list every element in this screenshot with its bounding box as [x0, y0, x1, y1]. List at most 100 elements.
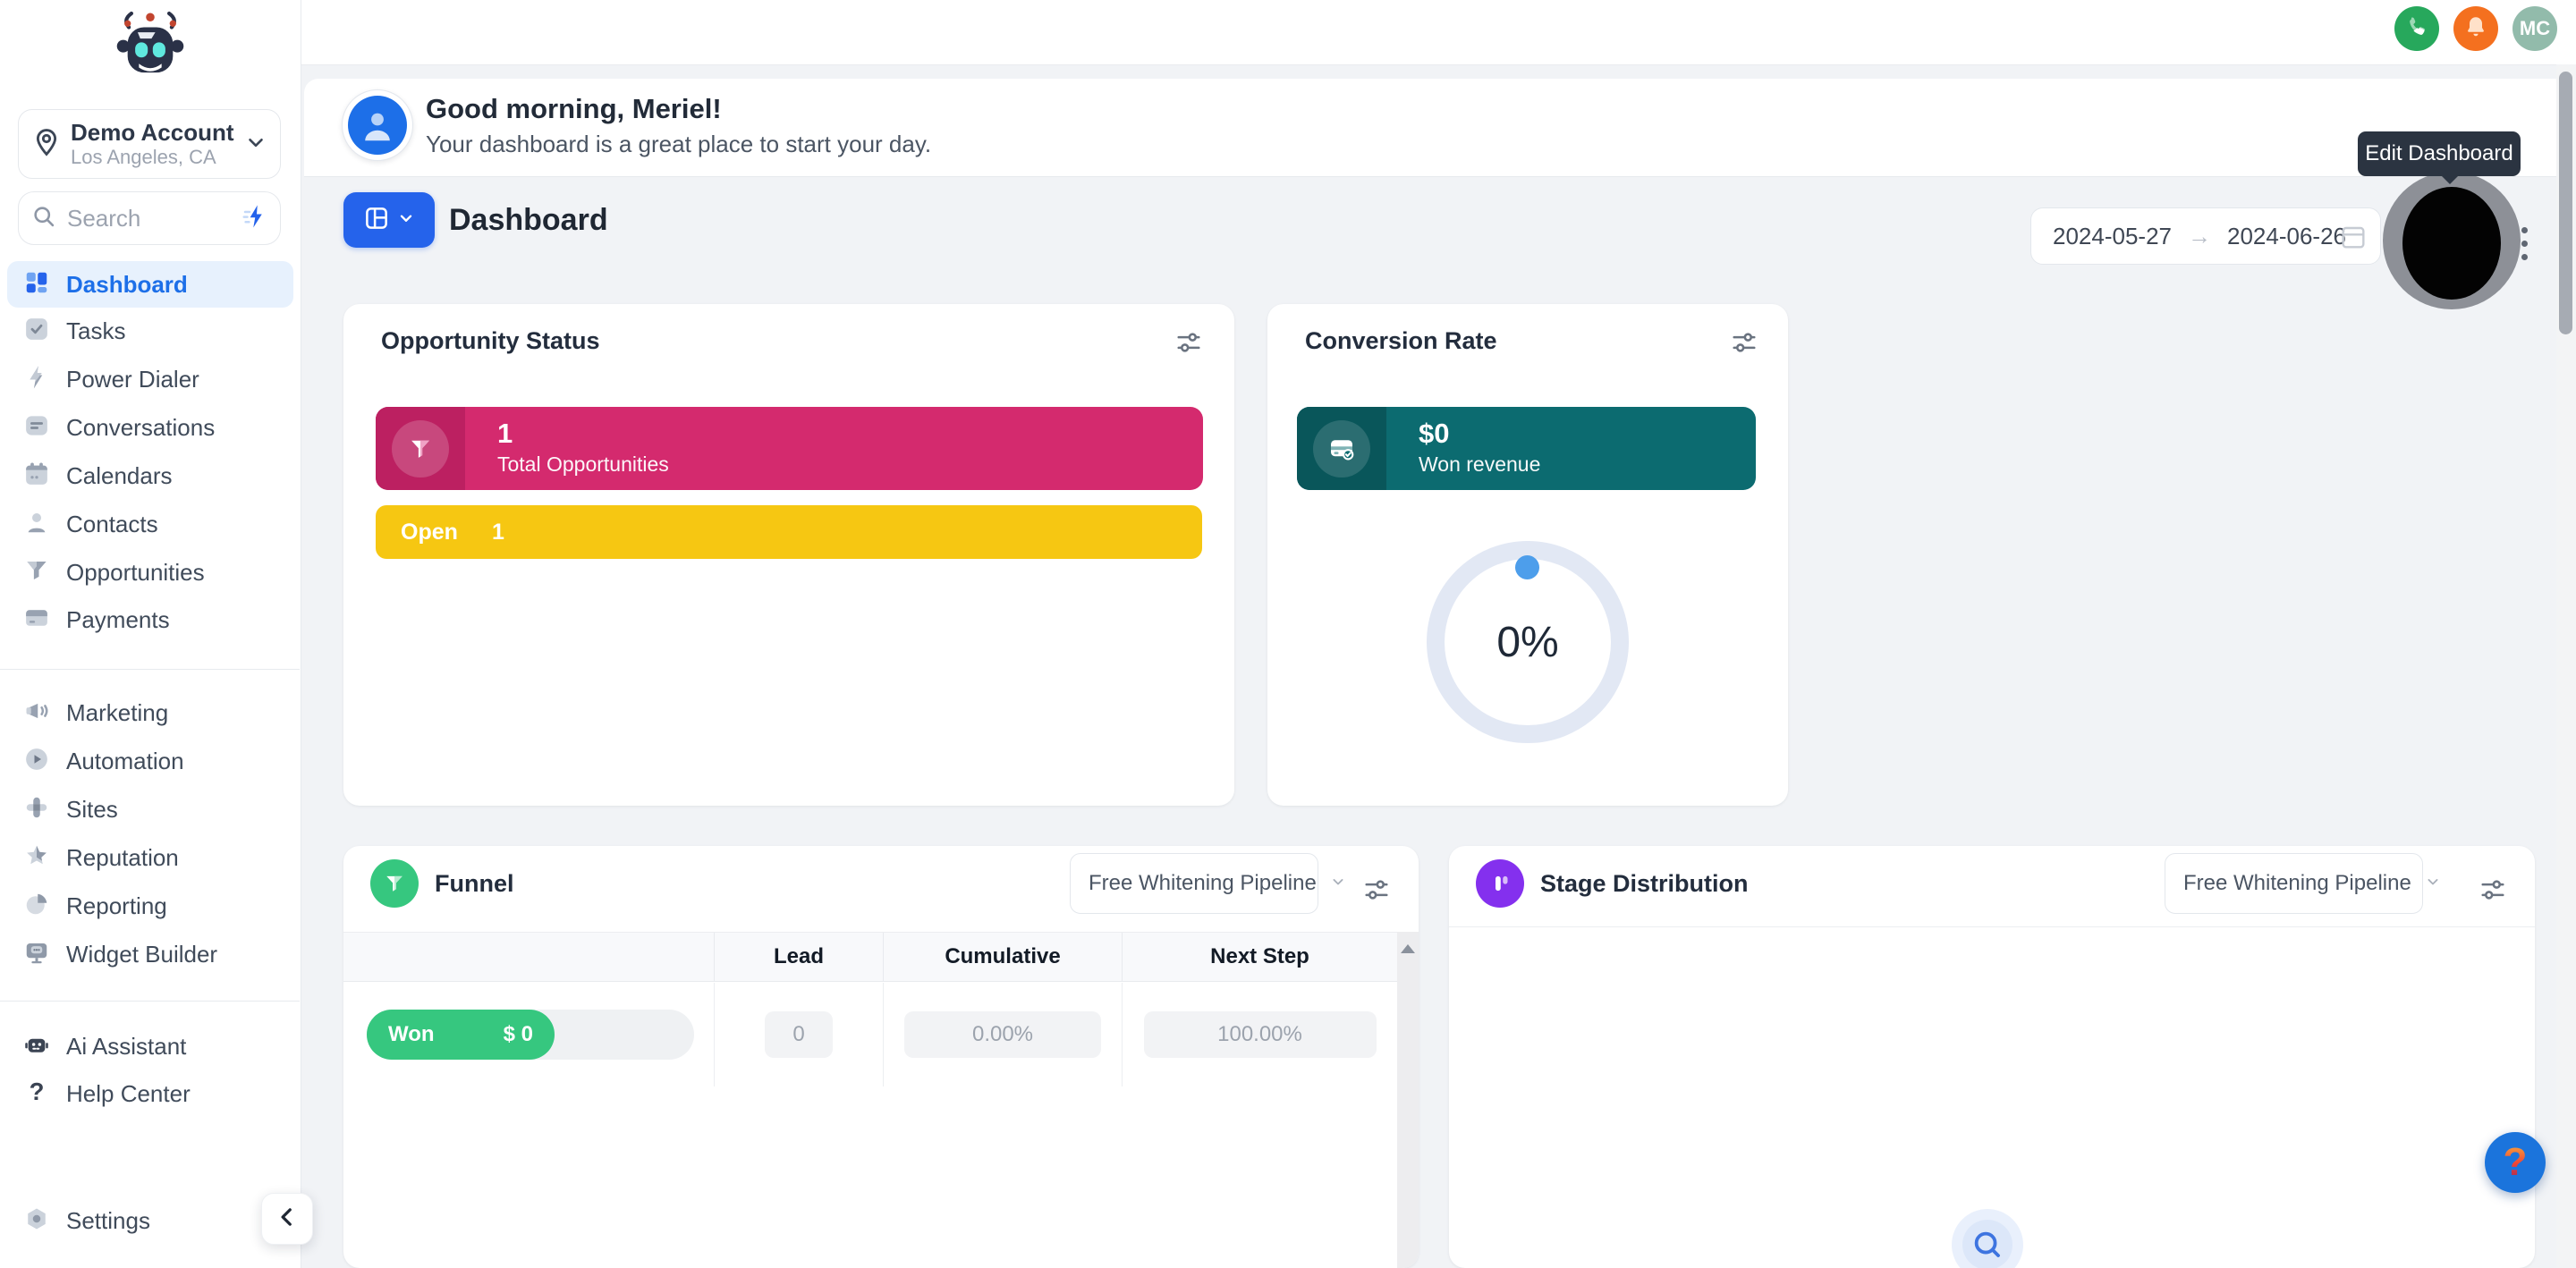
payments-icon [23, 604, 50, 636]
date-end: 2024-06-26 [2227, 222, 2346, 249]
greeting-subtitle: Your dashboard is a great place to start… [426, 131, 932, 157]
ai-assistant-robot-icon [23, 1031, 50, 1062]
card-header-divider [1449, 926, 2535, 927]
pipeline-selected-value: Free Whitening Pipeline [2183, 871, 2411, 895]
sidebar-item-label: Reputation [66, 843, 179, 871]
funnel-table-scrollbar[interactable] [1397, 932, 1419, 1268]
sidebar-divider [0, 1001, 300, 1002]
greeting-avatar [342, 89, 413, 161]
sidebar-item-power-dialer[interactable]: Power Dialer [0, 356, 301, 402]
dashboard-icon [23, 269, 50, 300]
account-selector[interactable]: Demo Account Los Angeles, CA [18, 109, 281, 179]
reputation-icon [23, 842, 50, 874]
date-range-picker[interactable]: 2024-05-27 → 2024-06-26 [2030, 207, 2381, 265]
column-header-next-step: Next Step [1210, 944, 1309, 968]
search-icon [31, 204, 56, 233]
stage-name: Won [388, 1022, 435, 1046]
sidebar-item-help-center[interactable]: ? Help Center [0, 1070, 301, 1117]
sidebar-item-dashboard[interactable]: Dashboard [7, 261, 293, 308]
location-pin-icon [31, 127, 62, 162]
sidebar: Demo Account Los Angeles, CA Dashboard T… [0, 0, 301, 1268]
dashboard-picker-button[interactable] [343, 192, 435, 248]
sidebar-item-label: Conversations [66, 413, 216, 441]
stage-pipeline-select[interactable]: Free Whitening Pipeline [2165, 853, 2438, 914]
sidebar-item-reporting[interactable]: Reporting [0, 883, 301, 929]
sidebar-item-payments[interactable]: Payments [0, 596, 301, 643]
conversion-percent: 0% [1496, 618, 1559, 666]
svg-text:?: ? [30, 1078, 45, 1105]
help-fab-button[interactable]: ? [2485, 1132, 2546, 1193]
total-opportunities-banner: 1 Total Opportunities [376, 407, 1203, 490]
sidebar-item-reputation[interactable]: Reputation [0, 834, 301, 881]
card-title: Stage Distribution [1540, 870, 1749, 897]
scroll-up-arrow-icon[interactable] [1401, 937, 1415, 953]
page-scrollbar-track[interactable] [2556, 64, 2576, 1268]
notifications-button[interactable] [2453, 6, 2498, 51]
sidebar-divider [0, 669, 300, 670]
page-title: Dashboard [449, 203, 608, 237]
sites-icon [23, 794, 50, 825]
sidebar-item-tasks[interactable]: Tasks [0, 308, 301, 354]
sidebar-item-automation[interactable]: Automation [0, 738, 301, 784]
sidebar-item-marketing[interactable]: Marketing [0, 689, 301, 736]
magnifier-icon [1962, 1220, 2012, 1268]
quick-actions-bolt-icon[interactable] [241, 203, 267, 234]
chevron-down-icon [2424, 873, 2442, 895]
sidebar-item-sites[interactable]: Sites [0, 786, 301, 833]
search-input[interactable] [65, 203, 241, 233]
sidebar-item-label: Contacts [66, 510, 158, 537]
chevron-left-icon [275, 1205, 299, 1233]
sidebar-item-conversations[interactable]: Conversations [0, 404, 301, 451]
total-opportunities-value: 1 [497, 418, 513, 449]
won-revenue-label: Won revenue [1419, 452, 1541, 476]
user-initials: MC [2519, 17, 2551, 39]
sidebar-item-opportunities[interactable]: Opportunities [0, 549, 301, 596]
sidebar-item-ai-assistant[interactable]: Ai Assistant [0, 1023, 301, 1069]
funnel-icon [392, 419, 449, 478]
account-info: Demo Account Los Angeles, CA [71, 119, 244, 169]
banner-icon-block [1297, 407, 1386, 490]
dashboard-more-options-button[interactable] [2517, 220, 2531, 266]
won-stage-pill: Won $ 0 [367, 1010, 555, 1060]
person-icon [348, 96, 407, 155]
opportunity-status-card: Opportunity Status 1 Total Opportunities… [343, 304, 1234, 806]
card-settings-sliders-icon[interactable] [2479, 876, 2506, 908]
sidebar-item-label: Payments [66, 605, 170, 633]
funnel-card: Funnel Free Whitening Pipeline Lead Cumu… [343, 846, 1419, 1268]
funnel-pipeline-select[interactable]: Free Whitening Pipeline [1070, 853, 1343, 914]
marketing-icon [23, 697, 50, 729]
sidebar-item-contacts[interactable]: Contacts [0, 501, 301, 547]
sidebar-item-calendars[interactable]: Calendars [0, 452, 301, 499]
donut-progress-dot [1515, 555, 1539, 579]
column-header-stage [343, 933, 715, 981]
page-scrollbar-thumb[interactable] [2559, 72, 2572, 334]
card-settings-sliders-icon[interactable] [1363, 876, 1390, 908]
card-settings-sliders-icon[interactable] [1731, 329, 1758, 360]
open-label: Open [401, 519, 458, 545]
card-title: Opportunity Status [381, 327, 600, 354]
contacts-icon [23, 509, 50, 540]
tooltip-label: Edit Dashboard [2365, 141, 2513, 165]
next-step-cell: 100.00% [1123, 983, 1397, 1086]
sidebar-item-label: Marketing [66, 698, 169, 726]
banner-text: $0 Won revenue [1386, 407, 1540, 490]
open-value: 1 [492, 519, 504, 545]
sidebar-collapse-button[interactable] [261, 1193, 313, 1245]
funnel-card-icon [370, 859, 419, 908]
card-settings-sliders-icon[interactable] [1175, 329, 1202, 360]
user-avatar[interactable]: MC [2512, 6, 2557, 51]
wallet-check-icon [1313, 419, 1370, 478]
next-step-value: 100.00% [1143, 1011, 1377, 1058]
sidebar-item-label: Automation [66, 747, 184, 774]
pipeline-selected-value: Free Whitening Pipeline [1089, 871, 1317, 895]
sidebar-item-widget-builder[interactable]: Widget Builder [0, 931, 301, 977]
phone-button[interactable] [2394, 6, 2439, 51]
lead-cell: 0 [715, 983, 884, 1086]
cumulative-cell: 0.00% [884, 983, 1123, 1086]
conversion-donut: 0% [1427, 541, 1629, 743]
sidebar-item-settings[interactable]: Settings [0, 1197, 301, 1244]
stage-cell: Won $ 0 [343, 983, 715, 1086]
sidebar-item-label: Dashboard [66, 270, 188, 298]
stage-bar-track: Won $ 0 [367, 1010, 694, 1060]
funnel-table-row: Won $ 0 0 0.00% 100.00% [343, 983, 1397, 1086]
